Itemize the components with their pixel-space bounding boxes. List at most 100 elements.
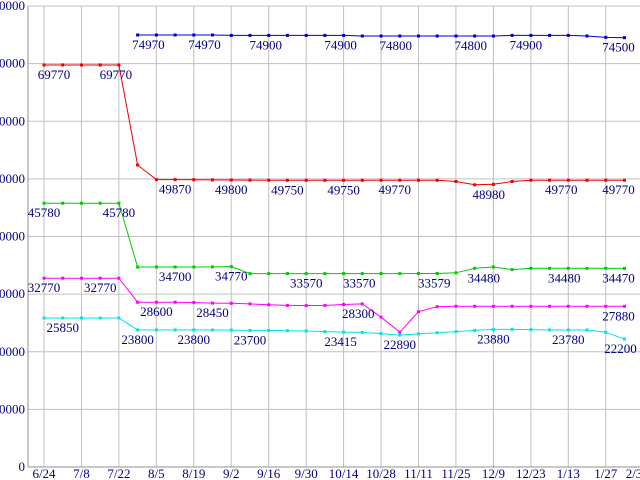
x-tick-label: 7/8 bbox=[73, 466, 90, 480]
data-point-label: 69770 bbox=[38, 67, 71, 82]
data-point-marker bbox=[117, 63, 121, 67]
data-point-marker bbox=[491, 304, 495, 308]
data-point-label: 32770 bbox=[84, 280, 117, 295]
data-point-label: 32770 bbox=[28, 280, 61, 295]
data-point-marker bbox=[304, 33, 308, 37]
data-point-marker bbox=[604, 178, 608, 182]
data-point-marker bbox=[98, 201, 102, 205]
data-point-label: 34470 bbox=[602, 270, 635, 285]
data-point-marker bbox=[42, 276, 46, 280]
data-point-marker bbox=[323, 272, 327, 276]
data-point-label: 74970 bbox=[188, 37, 221, 52]
data-point-marker bbox=[117, 316, 121, 320]
series-green-line bbox=[44, 202, 625, 275]
y-tick-label: 60000 bbox=[0, 113, 25, 128]
data-point-marker bbox=[548, 33, 552, 37]
data-point-marker bbox=[80, 63, 83, 67]
data-point-marker bbox=[173, 300, 177, 304]
data-point-marker bbox=[42, 316, 46, 320]
data-point-label: 49770 bbox=[602, 182, 635, 197]
data-point-marker bbox=[623, 337, 626, 341]
data-point-marker bbox=[398, 330, 402, 334]
data-point-marker bbox=[61, 201, 65, 205]
data-point-marker bbox=[98, 316, 102, 320]
grid bbox=[28, 5, 640, 467]
data-point-marker bbox=[529, 33, 533, 37]
data-point-label: 74800 bbox=[380, 38, 413, 53]
data-point-label: 45780 bbox=[28, 205, 61, 220]
data-point-marker bbox=[229, 33, 233, 37]
data-point-marker bbox=[192, 301, 196, 304]
data-point-marker bbox=[323, 303, 327, 307]
data-point-marker bbox=[42, 63, 46, 67]
data-point-marker bbox=[192, 265, 196, 269]
data-point-marker bbox=[417, 34, 420, 38]
data-point-marker bbox=[304, 272, 308, 276]
data-point-marker bbox=[585, 34, 589, 38]
data-point-marker bbox=[136, 300, 140, 304]
data-point-marker bbox=[548, 328, 552, 332]
data-point-marker bbox=[304, 178, 308, 182]
data-point-label: 49770 bbox=[379, 182, 412, 197]
data-point-label: 49800 bbox=[215, 182, 248, 197]
data-point-marker bbox=[473, 183, 477, 187]
data-point-marker bbox=[417, 272, 420, 275]
data-point-marker bbox=[566, 178, 570, 182]
data-point-marker bbox=[510, 304, 514, 308]
data-point-label: 45780 bbox=[103, 205, 136, 220]
data-point-marker bbox=[304, 329, 308, 333]
y-tick-label: 30000 bbox=[0, 286, 25, 301]
data-point-marker bbox=[398, 34, 402, 38]
data-point-marker bbox=[398, 272, 402, 276]
data-point-marker bbox=[136, 163, 140, 167]
x-tick-label: 11/11 bbox=[404, 466, 433, 480]
x-tick-label: 12/9 bbox=[482, 466, 505, 480]
data-point-label: 23800 bbox=[178, 332, 211, 347]
data-point-marker bbox=[473, 304, 477, 308]
data-point-label: 74500 bbox=[602, 40, 635, 55]
x-tick-label: 10/28 bbox=[366, 466, 396, 480]
data-point-marker bbox=[211, 178, 214, 182]
data-point-label: 28600 bbox=[140, 304, 173, 319]
y-tick-label: 0 bbox=[19, 459, 26, 474]
data-point-marker bbox=[623, 266, 626, 270]
data-point-marker bbox=[360, 330, 364, 334]
data-point-marker bbox=[491, 34, 495, 38]
series-red-line bbox=[44, 64, 625, 186]
data-point-label: 33579 bbox=[418, 276, 451, 291]
data-point-marker bbox=[342, 303, 346, 306]
data-point-marker bbox=[342, 178, 346, 182]
data-point-marker bbox=[529, 178, 533, 182]
data-point-marker bbox=[398, 178, 402, 182]
data-point-marker bbox=[473, 34, 477, 38]
x-tick-label: 9/30 bbox=[295, 466, 318, 480]
data-point-marker bbox=[98, 63, 102, 67]
data-point-label: 23800 bbox=[121, 332, 154, 347]
series-green: 45780 45780 34700 34770 33570 33570 33579 34480… bbox=[28, 201, 635, 291]
data-point-marker bbox=[435, 272, 439, 275]
data-point-marker bbox=[229, 328, 233, 332]
data-point-marker bbox=[80, 276, 83, 280]
data-point-marker bbox=[136, 328, 140, 332]
data-point-marker bbox=[154, 265, 158, 269]
y-tick-label: 80000 bbox=[0, 0, 25, 13]
data-point-label: 49750 bbox=[271, 182, 304, 197]
data-point-marker bbox=[248, 272, 252, 276]
data-point-marker bbox=[173, 328, 177, 332]
data-point-marker bbox=[248, 328, 252, 332]
data-point-marker bbox=[285, 272, 289, 276]
data-point-marker bbox=[117, 201, 121, 205]
data-point-label: 27880 bbox=[602, 308, 635, 323]
data-point-marker bbox=[435, 331, 439, 335]
data-point-label: 33570 bbox=[343, 276, 376, 291]
x-tick-label: 12/23 bbox=[516, 466, 546, 480]
data-point-marker bbox=[285, 303, 289, 307]
series-blue: 74970 74970 74900 74900 74800 74800 74900 74500 bbox=[132, 33, 635, 55]
x-tick-label: 10/14 bbox=[329, 466, 359, 480]
data-point-marker bbox=[61, 316, 65, 320]
data-point-marker bbox=[454, 180, 458, 183]
data-point-marker bbox=[454, 304, 458, 308]
data-point-marker bbox=[267, 303, 271, 307]
data-point-label: 23880 bbox=[477, 331, 510, 346]
data-point-marker bbox=[80, 201, 83, 205]
